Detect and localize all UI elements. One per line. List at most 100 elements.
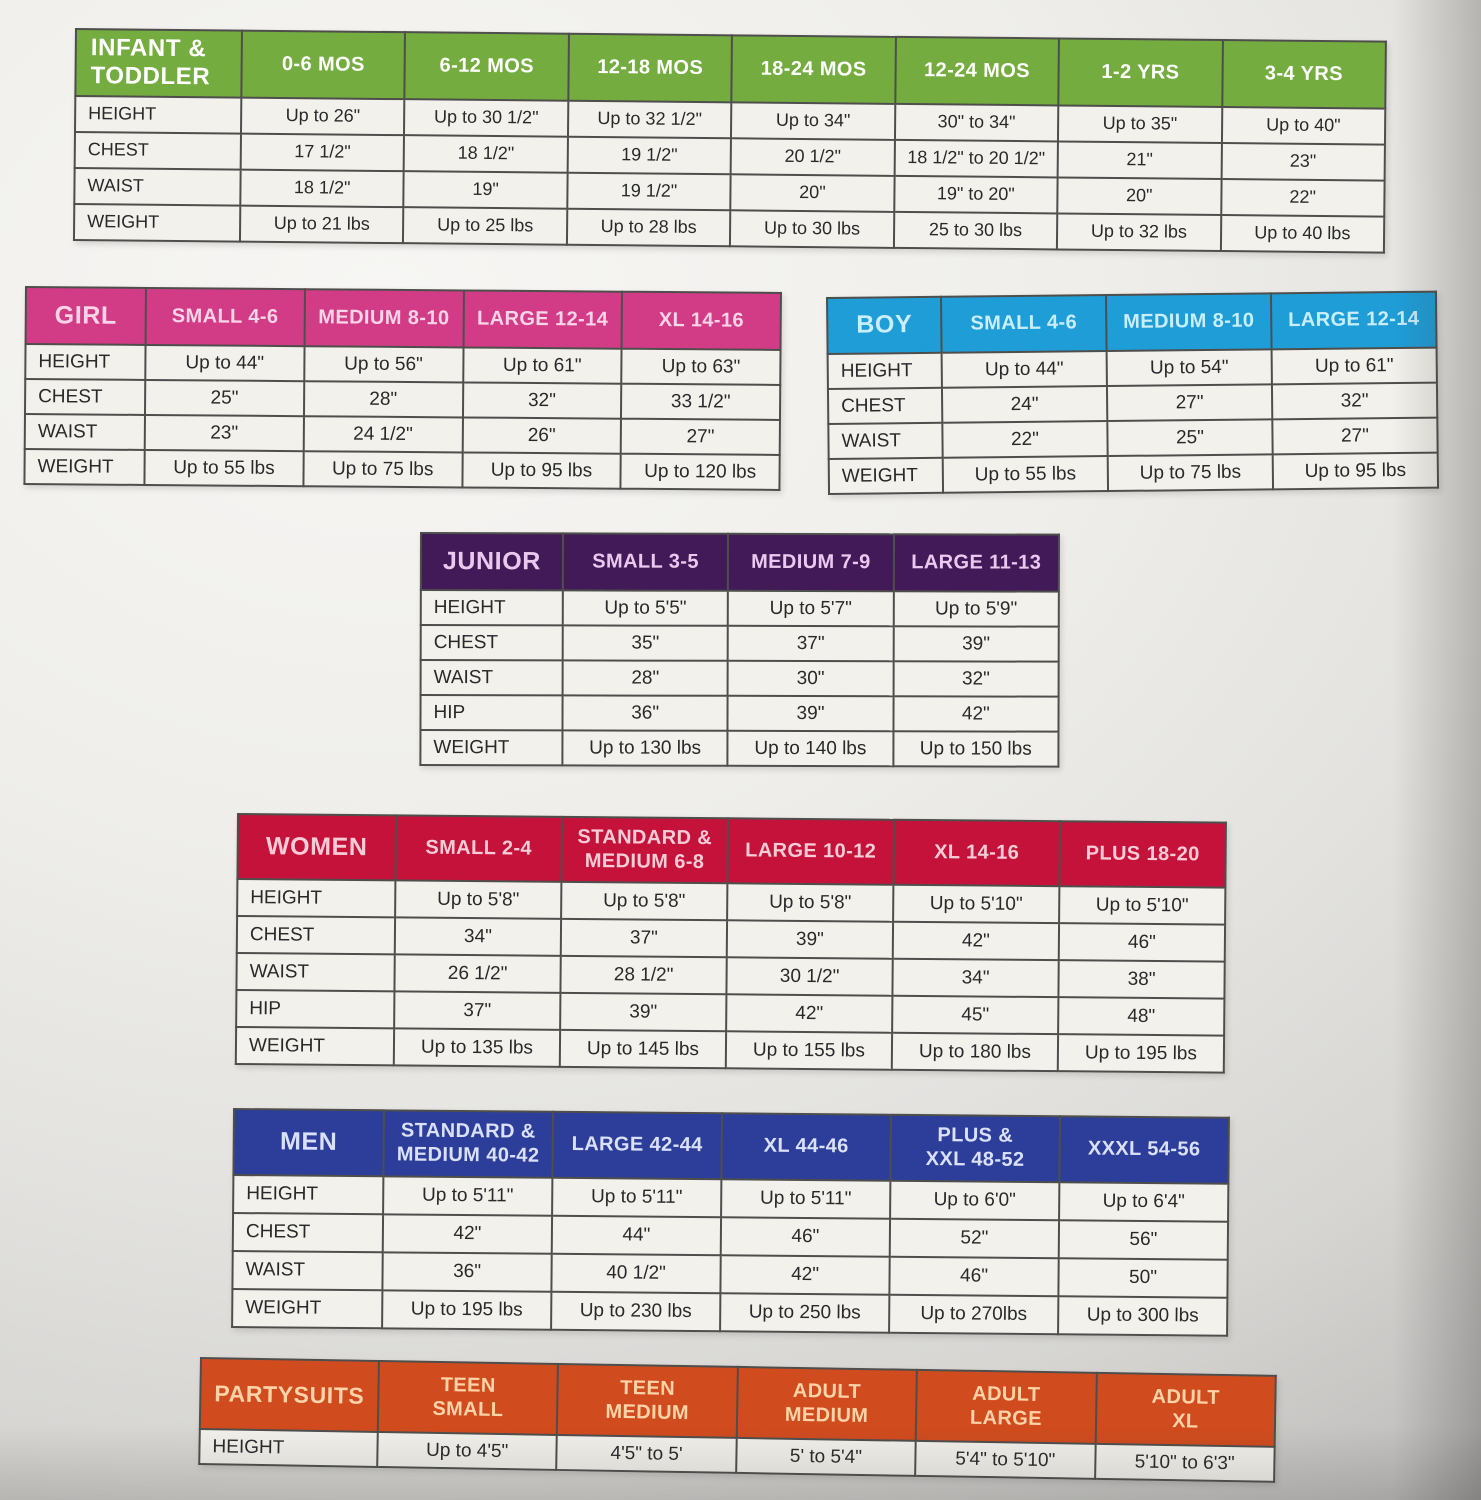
value-cell: 23" — [144, 414, 304, 452]
table-row: CHEST 35" 37" 39" — [420, 625, 1059, 662]
column-header: XXXL 54-56 — [1059, 1116, 1229, 1184]
value-cell: 42" — [892, 921, 1060, 961]
value-cell: Up to 44" — [145, 344, 305, 382]
value-cell: Up to 40 lbs — [1220, 214, 1385, 253]
value-cell: Up to 5'10" — [893, 884, 1060, 924]
value-cell: Up to 30 1/2" — [404, 98, 569, 137]
column-header: PLUS & XXL 48-52 — [890, 1114, 1060, 1183]
girl-table-title: GIRL — [25, 287, 146, 345]
value-cell: 20 1/2" — [730, 137, 895, 176]
value-cell: 37" — [394, 991, 561, 1030]
value-cell: 39" — [560, 992, 727, 1032]
value-cell: 19" — [403, 170, 568, 209]
row-label: CHEST — [24, 379, 146, 415]
partysuits-size-table: PARTYSUITS TEEN SMALL TEEN MEDIUM ADULT MED… — [198, 1357, 1277, 1483]
value-cell: 5'4" to 5'10" — [915, 1440, 1096, 1479]
value-cell: 5'10" to 6'3" — [1094, 1443, 1275, 1482]
value-cell: 42" — [382, 1214, 553, 1254]
value-cell: 23" — [1221, 142, 1385, 181]
value-cell: Up to 130 lbs — [562, 730, 728, 766]
value-cell: 46" — [720, 1217, 891, 1257]
header-row: JUNIOR SMALL 3-5 MEDIUM 7-9 LARGE 11-13 — [420, 533, 1059, 592]
value-cell: Up to 56" — [304, 346, 464, 383]
row-label: WAIST — [24, 414, 145, 450]
value-cell: 40 1/2" — [551, 1253, 721, 1294]
value-cell: 27" — [1106, 384, 1273, 422]
junior-table-title: JUNIOR — [420, 533, 563, 591]
header-row: WOMEN SMALL 2-4 STANDARD & MEDIUM 6-8 LARGE… — [237, 814, 1226, 888]
value-cell: 36" — [562, 695, 728, 731]
boy-table: BOY SMALL 4-6 MEDIUM 8-10 LARGE 12-14 HEIGHT… — [826, 290, 1440, 495]
value-cell: 46" — [1058, 923, 1226, 962]
value-cell: Up to 6'0" — [890, 1180, 1060, 1221]
column-header: LARGE 12-14 — [463, 290, 623, 349]
column-header: SMALL 4-6 — [941, 295, 1107, 353]
value-cell: Up to 55 lbs — [144, 449, 304, 487]
infant-table-title: INFANT & TODDLER — [75, 29, 242, 98]
value-cell: 25 to 30 lbs — [893, 211, 1058, 250]
value-cell: 32" — [462, 382, 622, 419]
value-cell: 30 1/2" — [726, 957, 893, 996]
value-cell: Up to 30 lbs — [730, 209, 894, 248]
column-header: STANDARD & MEDIUM 6-8 — [561, 816, 728, 884]
column-header: LARGE 12-14 — [1270, 291, 1437, 350]
junior-size-table: JUNIOR SMALL 3-5 MEDIUM 7-9 LARGE 11-13 HEIG… — [419, 532, 1060, 768]
value-cell: 46" — [889, 1256, 1059, 1297]
value-cell: 4'5" to 5' — [556, 1434, 737, 1473]
row-label: HEIGHT — [827, 352, 942, 389]
value-cell: Up to 5'11" — [721, 1179, 891, 1219]
row-label: HEIGHT — [237, 879, 396, 918]
column-header: MEDIUM 8-10 — [304, 289, 464, 348]
table-row: WEIGHT Up to 135 lbs Up to 145 lbs Up to 15… — [235, 1027, 1225, 1073]
column-header: SMALL 4-6 — [145, 287, 305, 347]
value-cell: Up to 5'10" — [1059, 886, 1226, 925]
row-label: WAIST — [236, 953, 395, 992]
value-cell: Up to 230 lbs — [551, 1291, 721, 1332]
value-cell: 50" — [1058, 1258, 1228, 1298]
value-cell: 27" — [1272, 417, 1438, 455]
value-cell: Up to 61" — [1271, 347, 1437, 385]
column-header: 18-24 MOS — [731, 35, 896, 104]
women-size-table: WOMEN SMALL 2-4 STANDARD & MEDIUM 6-8 LARGE… — [234, 813, 1227, 1074]
value-cell: Up to 4'5" — [377, 1431, 558, 1470]
value-cell: Up to 135 lbs — [393, 1028, 561, 1067]
value-cell: 32" — [893, 661, 1059, 697]
value-cell: 27" — [620, 418, 780, 455]
value-cell: Up to 5'11" — [552, 1177, 722, 1218]
value-cell: Up to 270lbs — [889, 1294, 1059, 1335]
value-cell: 19 1/2" — [567, 136, 732, 174]
table-row: WAIST 28" 30" 32" — [420, 660, 1059, 697]
value-cell: 28 1/2" — [560, 955, 727, 995]
row-label: CHEST — [232, 1213, 384, 1253]
men-size-table: MEN STANDARD & MEDIUM 40-42 LARGE 42-44 XL … — [231, 1108, 1230, 1337]
value-cell: 42" — [726, 994, 893, 1033]
value-cell: Up to 195 lbs — [1057, 1034, 1225, 1073]
header-row: GIRL SMALL 4-6 MEDIUM 8-10 LARGE 12-14 XL 14… — [25, 287, 781, 350]
column-header: MEDIUM 8-10 — [1105, 293, 1272, 352]
value-cell: 19 1/2" — [567, 172, 731, 210]
value-cell: Up to 5'11" — [383, 1176, 553, 1216]
header-row: INFANT & TODDLER 0-6 MOS 6-12 MOS 12-18 MOS… — [75, 29, 1386, 109]
value-cell: 20" — [730, 173, 895, 212]
header-row: BOY SMALL 4-6 MEDIUM 8-10 LARGE 12-14 — [827, 291, 1437, 354]
row-label: WEIGHT — [24, 449, 145, 485]
value-cell: Up to 6'4" — [1059, 1182, 1229, 1222]
value-cell: 26" — [462, 417, 622, 454]
column-header: SMALL 2-4 — [395, 815, 562, 882]
value-cell: Up to 34" — [731, 101, 896, 140]
value-cell: Up to 5'8" — [395, 880, 562, 919]
row-label: HEIGHT — [233, 1175, 384, 1215]
value-cell: 32" — [1271, 382, 1438, 420]
column-header: ADULT LARGE — [915, 1369, 1097, 1444]
table-row: WAIST 23" 24 1/2" 26" 27" — [24, 414, 780, 455]
value-cell: 20" — [1057, 177, 1222, 215]
value-cell: 28" — [562, 660, 728, 696]
row-label: WEIGHT — [828, 457, 944, 494]
value-cell: Up to 250 lbs — [720, 1293, 890, 1333]
row-label: WAIST — [74, 167, 241, 206]
column-header: LARGE 42-44 — [552, 1111, 722, 1180]
value-cell: Up to 5'8" — [727, 883, 894, 922]
row-label: WAIST — [232, 1251, 383, 1291]
row-label: WAIST — [420, 660, 563, 696]
value-cell: Up to 95 lbs — [461, 452, 621, 489]
